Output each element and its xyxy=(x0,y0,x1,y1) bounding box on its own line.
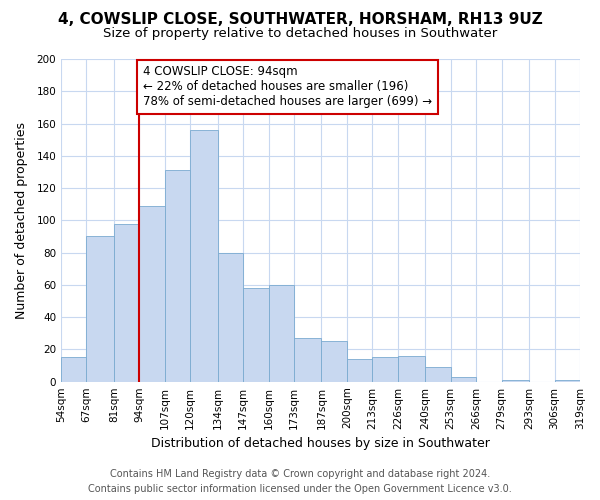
Bar xyxy=(243,288,269,382)
Bar xyxy=(165,170,190,382)
Bar xyxy=(451,377,476,382)
Bar xyxy=(294,338,322,382)
Bar xyxy=(139,206,165,382)
Bar xyxy=(218,252,243,382)
Bar xyxy=(190,130,218,382)
Bar xyxy=(373,358,398,382)
Bar xyxy=(398,356,425,382)
Bar xyxy=(61,358,86,382)
Text: 4, COWSLIP CLOSE, SOUTHWATER, HORSHAM, RH13 9UZ: 4, COWSLIP CLOSE, SOUTHWATER, HORSHAM, R… xyxy=(58,12,542,28)
Bar xyxy=(425,367,451,382)
Bar xyxy=(322,342,347,382)
X-axis label: Distribution of detached houses by size in Southwater: Distribution of detached houses by size … xyxy=(151,437,490,450)
Text: Size of property relative to detached houses in Southwater: Size of property relative to detached ho… xyxy=(103,28,497,40)
Bar xyxy=(269,285,294,382)
Y-axis label: Number of detached properties: Number of detached properties xyxy=(15,122,28,319)
Bar xyxy=(554,380,580,382)
Text: Contains HM Land Registry data © Crown copyright and database right 2024.
Contai: Contains HM Land Registry data © Crown c… xyxy=(88,469,512,494)
Bar xyxy=(114,224,139,382)
Bar xyxy=(502,380,529,382)
Bar xyxy=(347,359,373,382)
Bar xyxy=(86,236,114,382)
Text: 4 COWSLIP CLOSE: 94sqm
← 22% of detached houses are smaller (196)
78% of semi-de: 4 COWSLIP CLOSE: 94sqm ← 22% of detached… xyxy=(143,66,433,108)
